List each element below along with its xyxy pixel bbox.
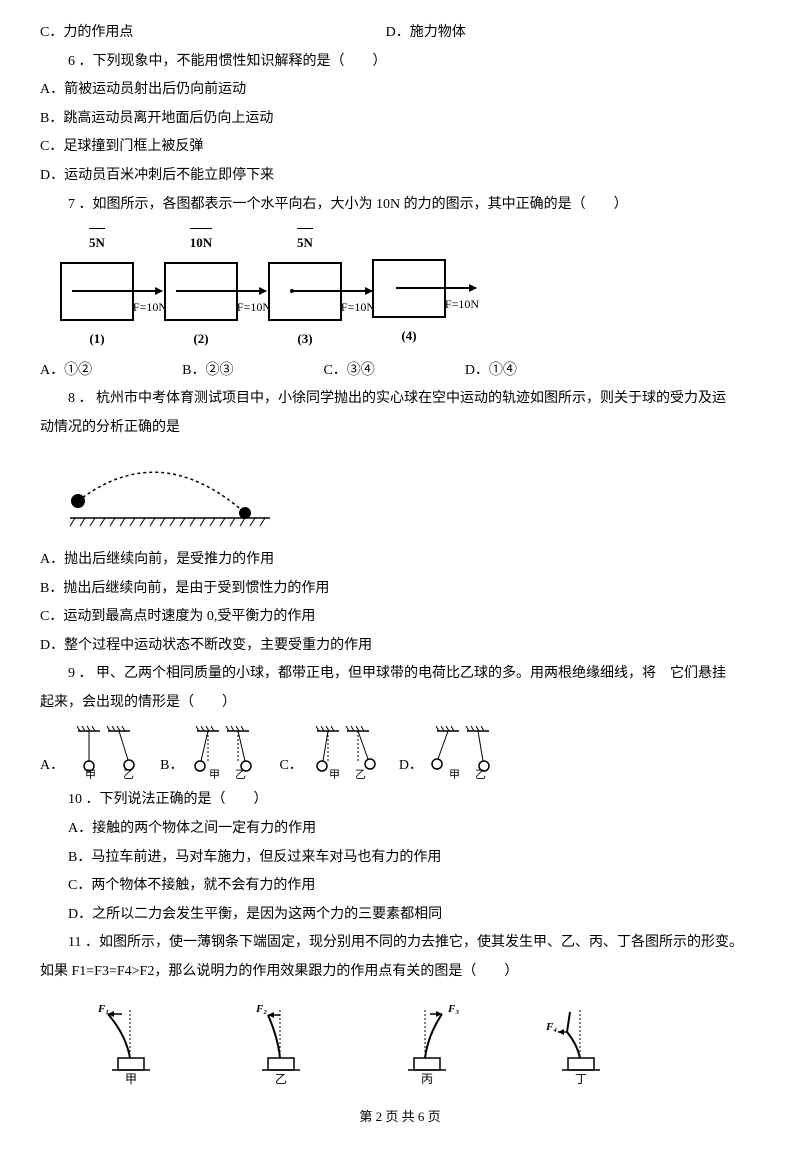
svg-text:甲: 甲 [209, 769, 220, 779]
q6-optC: C．足球撞到门框上被反弹 [40, 134, 760, 161]
q9-options: A． 甲乙 B． 甲乙 C． [40, 724, 760, 779]
q6-optA: A．箭被运动员射出后仍向前运动 [40, 77, 760, 104]
q10-optC: C．两个物体不接触，就不会有力的作用 [40, 873, 760, 900]
q7-fig1: 5N F=10N (1) [60, 228, 134, 351]
q7-fig3: 5N F=10N (3) [268, 228, 342, 351]
q10-optA: A．接触的两个物体之间一定有力的作用 [40, 816, 760, 843]
q8-optB: B．抛出后继续向前，是由于受到惯性力的作用 [40, 576, 760, 603]
q11-fig-ding: F₄ 丁 [540, 1000, 620, 1085]
q8-trajectory [60, 453, 760, 539]
q7-optA: A．①② [40, 358, 92, 385]
q11-stem1: 11 ．如图所示，使一薄钢条下端固定，现分别用不同的力去推它，使其发生甲、乙、丙… [40, 930, 760, 957]
svg-text:乙: 乙 [475, 768, 486, 779]
q6-stem: 6 ．下列现象中，不能用惯性知识解释的是（ ） [40, 49, 760, 76]
q7-optC: C．③④ [323, 358, 374, 385]
svg-text:甲: 甲 [449, 769, 460, 779]
q8-stem1: 8 ． 杭州市中考体育测试项目中，小徐同学抛出的实心球在空中运动的轨迹如图所示，… [40, 386, 760, 413]
q10-optD: D．之所以二力会发生平衡，是因为这两个力的三要素都相同 [40, 902, 760, 929]
q7-scale1: 5N [89, 228, 105, 256]
q6-optD: D．运动员百米冲刺后不能立即停下来 [40, 163, 760, 190]
svg-text:甲: 甲 [85, 769, 96, 779]
svg-text:F₁: F₁ [97, 1003, 109, 1015]
q5-optC: C．力的作用点 [40, 20, 386, 47]
svg-text:乙: 乙 [235, 768, 246, 779]
q11-figures: F₁ 甲 F₂ 乙 F₃ 丙 F₄ 丁 [90, 1000, 760, 1085]
q7-diagrams: 5N F=10N (1) 10N F=10N (2) 5N F=10N (3) … [60, 228, 760, 351]
q8-optD: D．整个过程中运动状态不断改变，主要受重力的作用 [40, 633, 760, 660]
q7-options: A．①② B．②③ C．③④ D．①④ [40, 358, 760, 385]
svg-text:甲: 甲 [329, 769, 340, 779]
svg-text:乙: 乙 [355, 768, 366, 779]
q10-optB: B．马拉车前进，马对车施力，但反过来车对马也有力的作用 [40, 845, 760, 872]
q9-optA: A． 甲乙 [40, 724, 140, 779]
q5-optD: D．施力物体 [386, 20, 760, 47]
q8-stem2: 动情况的分析正确的是 [40, 415, 760, 442]
svg-text:丁: 丁 [575, 1072, 587, 1085]
q11-fig-bing: F₃ 丙 [390, 1000, 470, 1085]
q5-options: C．力的作用点 D．施力物体 [40, 20, 760, 47]
q7-optD: D．①④ [465, 358, 517, 385]
q9-optB: B． 甲乙 [160, 724, 259, 779]
svg-text:F₂: F₂ [255, 1003, 267, 1015]
svg-text:F₄: F₄ [545, 1021, 557, 1033]
q9-figC: 甲乙 [309, 724, 379, 779]
q7-fig4: F=10N (4) [372, 228, 446, 351]
q8-optC: C．运动到最高点时速度为 0,受平衡力的作用 [40, 604, 760, 631]
q7-stem: 7 ．如图所示，各图都表示一个水平向右，大小为 10N 的力的图示，其中正确的是… [40, 192, 760, 219]
q7-scale2: 10N [190, 228, 212, 256]
svg-text:乙: 乙 [123, 768, 134, 779]
q9-stem2: 起来，会出现的情形是（ ） [40, 690, 760, 717]
q7-scale3: 5N [297, 228, 313, 256]
q11-fig-yi: F₂ 乙 [240, 1000, 320, 1085]
q9-stem1: 9 ． 甲、乙两个相同质量的小球，都带正电，但甲球带的电荷比乙球的多。用两根绝缘… [40, 661, 760, 688]
q7-fig2: 10N F=10N (2) [164, 228, 238, 351]
q8-optA: A．抛出后继续向前，是受推力的作用 [40, 547, 760, 574]
q11-fig-jia: F₁ 甲 [90, 1000, 170, 1085]
q11-stem2: 如果 F1=F3=F4>F2，那么说明力的作用效果跟力的作用点有关的图是（ ） [40, 959, 760, 986]
svg-text:乙: 乙 [275, 1072, 287, 1085]
q6-optB: B．跳高运动员离开地面后仍向上运动 [40, 106, 760, 133]
page-footer: 第 2 页 共 6 页 [40, 1105, 760, 1130]
svg-text:F₃: F₃ [447, 1003, 459, 1015]
q7-scale4 [407, 228, 410, 253]
q7-optB: B．②③ [182, 358, 233, 385]
q10-stem: 10 ．下列说法正确的是（ ） [40, 787, 760, 814]
q9-figB: 甲乙 [189, 724, 259, 779]
q9-optD: D． 甲乙 [399, 724, 499, 779]
q9-optC: C． 甲乙 [279, 724, 378, 779]
q9-figD: 甲乙 [429, 724, 499, 779]
svg-text:甲: 甲 [125, 1072, 137, 1085]
svg-text:丙: 丙 [421, 1072, 433, 1085]
q9-figA: 甲乙 [70, 724, 140, 779]
